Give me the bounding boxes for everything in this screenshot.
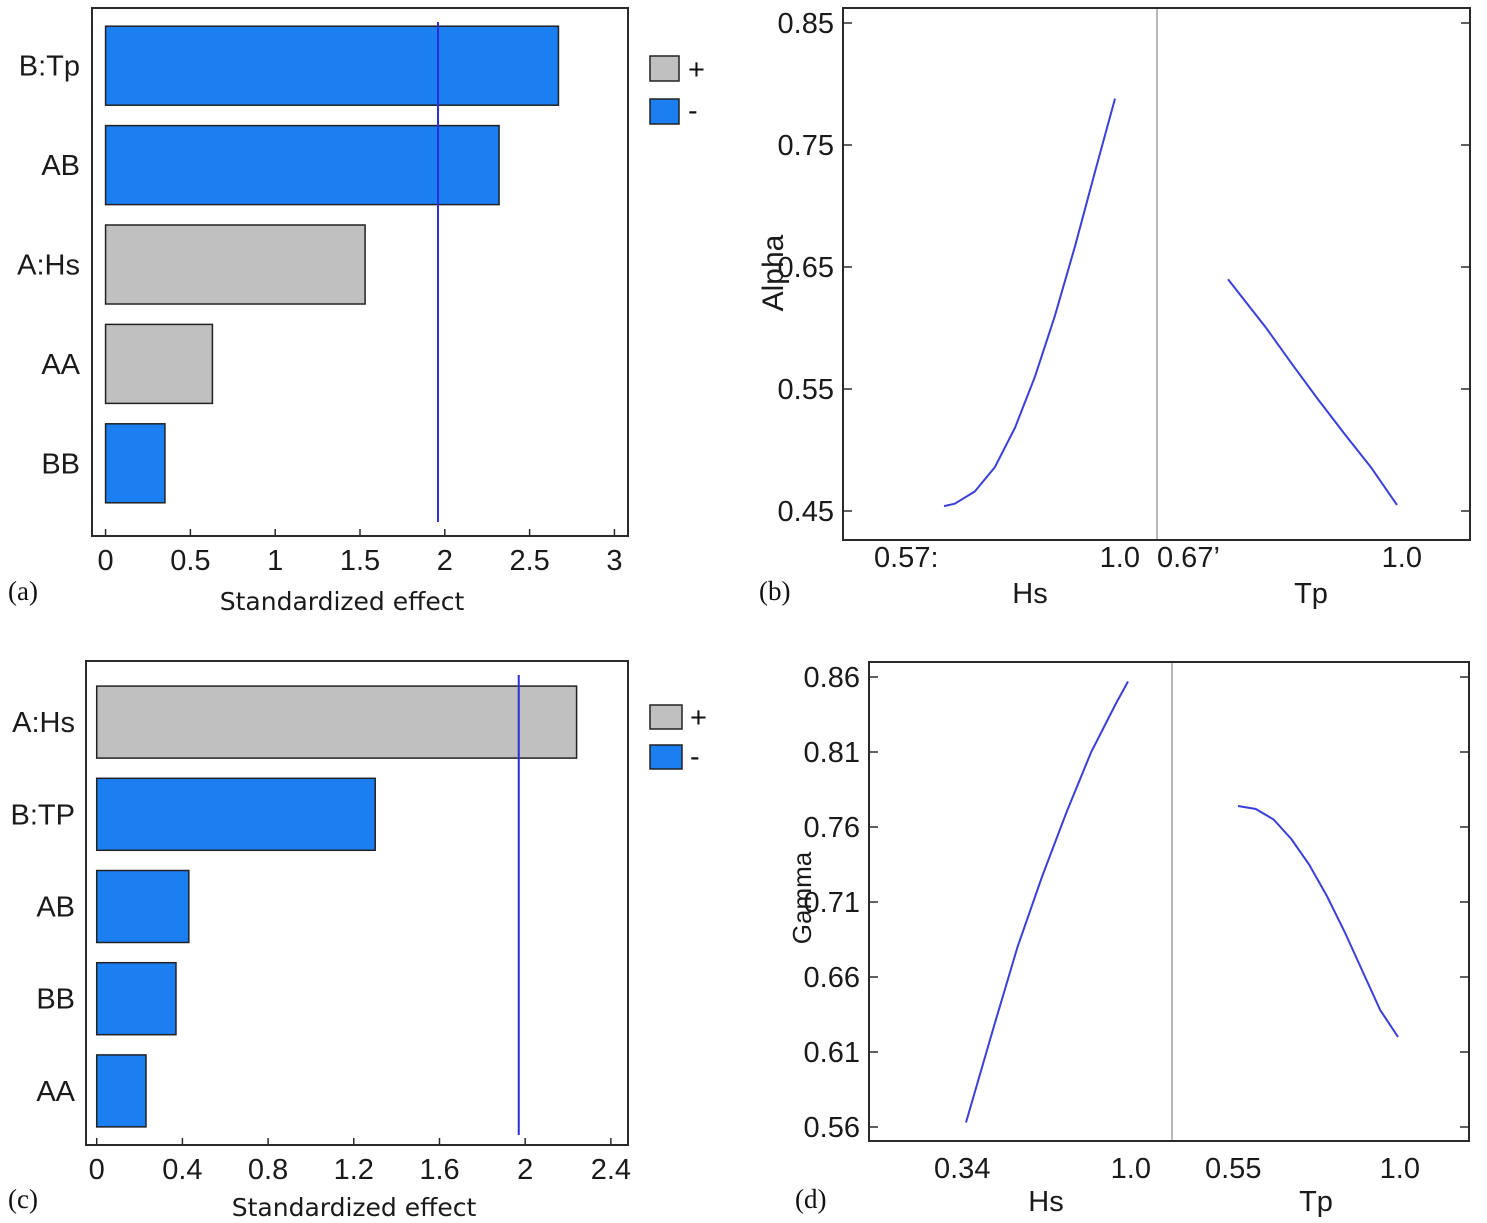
bar-ab <box>104 124 500 206</box>
factor-high-label: 1.0 <box>1111 1153 1151 1185</box>
panel-c-bars: A:Hs B:TP AB BB AA <box>11 675 578 1135</box>
x-tick-label: 0 <box>97 545 113 577</box>
x-tick-label: 1.5 <box>340 545 380 577</box>
panel-c-x-axis: 0 0.4 0.8 1.2 1.6 2 2.4 <box>89 1138 631 1186</box>
panel-b-y-title: Alpha <box>757 234 790 311</box>
factor-low-label: 0.55 <box>1205 1153 1261 1185</box>
factor-low-label: 0.67’ <box>1157 542 1220 574</box>
panel-d-y-axis: 0.56 0.61 0.66 0.71 0.76 0.81 0.86 <box>804 662 1469 1144</box>
bar-ab <box>95 869 190 944</box>
x-tick-label: 2.4 <box>591 1154 631 1186</box>
panel-a-pareto-chart: B:Tp AB A:Hs AA BB 0 0.5 1 1.5 2 2.5 3 Standardize… <box>8 7 705 616</box>
panel-c-pareto-chart: A:Hs B:TP AB BB AA 0 0.4 0.8 1.2 1.6 2 2.4 Standar… <box>8 660 707 1222</box>
bar-aa <box>104 323 214 405</box>
panel-b-frame <box>842 7 1471 541</box>
bar-label: BB <box>36 984 75 1016</box>
bar-a-hs <box>104 224 366 305</box>
factor-low-label: 0.57: <box>874 542 939 574</box>
panel-c-legend: + - <box>649 702 707 773</box>
effect-curve-hs <box>943 98 1116 508</box>
factor-name: Hs <box>1012 578 1047 610</box>
panel-b-x-axis: 0.57: 1.0 Hs 0.67’ 1.0 Tp <box>874 542 1422 610</box>
effect-curve-tp <box>1227 278 1398 506</box>
y-tick-label: 0.45 <box>778 496 834 528</box>
effect-curve-hs <box>965 681 1129 1123</box>
legend-plus-swatch <box>649 704 683 730</box>
factor-high-label: 1.0 <box>1380 1153 1420 1185</box>
x-tick-label: 0.4 <box>162 1154 202 1186</box>
effect-curve-tp <box>1237 805 1399 1038</box>
bar-label: A:Hs <box>17 250 80 282</box>
bar-bb <box>104 423 166 504</box>
factor-high-label: 1.0 <box>1382 542 1422 574</box>
bar-label: AB <box>36 892 75 924</box>
legend-minus-label: - <box>690 741 700 773</box>
x-tick-label: 2 <box>437 545 453 577</box>
y-tick-label: 0.81 <box>804 737 860 769</box>
bar-label: A:Hs <box>12 707 75 739</box>
x-tick-label: 1.2 <box>334 1154 374 1186</box>
x-tick-label: 0 <box>89 1154 105 1186</box>
y-tick-label: 0.86 <box>804 662 860 694</box>
x-tick-label: 1.6 <box>419 1154 459 1186</box>
x-tick-label: 0.5 <box>170 545 210 577</box>
panel-d-tag: (d) <box>795 1184 826 1214</box>
factor-name: Hs <box>1028 1186 1063 1218</box>
y-tick-label: 0.55 <box>778 374 834 406</box>
panel-d-x-axis: 0.34 1.0 Hs 0.55 1.0 Tp <box>934 1153 1420 1218</box>
y-tick-label: 0.56 <box>804 1112 860 1144</box>
y-tick-label: 0.65 <box>778 252 834 284</box>
x-tick-label: 2.5 <box>509 545 549 577</box>
panel-b-main-effects: 0.45 0.55 0.65 0.75 0.85 0.57: 1.0 Hs 0.67’ 1.0 T… <box>757 7 1471 610</box>
bar-a-hs <box>95 685 578 759</box>
x-tick-label: 0.8 <box>248 1154 288 1186</box>
bar-bb <box>95 961 177 1036</box>
legend-plus-label: + <box>690 702 707 734</box>
panel-d-y-title: Gamma <box>787 851 817 944</box>
panel-b-curves <box>943 98 1398 508</box>
legend-minus-label: - <box>688 95 698 127</box>
factor-high-label: 1.0 <box>1100 542 1140 574</box>
bar-aa <box>95 1054 147 1128</box>
panel-c-x-title: Standardized effect <box>232 1193 477 1222</box>
y-tick-label: 0.61 <box>804 1037 860 1069</box>
legend-plus-swatch <box>649 55 680 82</box>
y-tick-label: 0.76 <box>804 812 860 844</box>
bar-b-tp <box>104 25 560 106</box>
panel-c-frame <box>85 660 629 1146</box>
bar-label: B:TP <box>11 799 75 831</box>
x-tick-label: 2 <box>517 1154 533 1186</box>
panel-a-bars: B:Tp AB A:Hs AA BB <box>17 22 560 522</box>
panel-c-tag: (c) <box>8 1184 38 1214</box>
bar-label: B:Tp <box>19 51 80 83</box>
factor-name: Tp <box>1299 1186 1333 1218</box>
panel-d-frame <box>868 661 1470 1142</box>
legend-minus-swatch <box>649 744 683 770</box>
y-tick-label: 0.75 <box>778 130 834 162</box>
factor-low-label: 0.34 <box>934 1153 990 1185</box>
y-tick-label: 0.85 <box>778 8 834 40</box>
legend-plus-label: + <box>688 54 705 86</box>
x-tick-label: 1 <box>267 545 283 577</box>
bar-label: AA <box>41 349 80 381</box>
y-tick-label: 0.71 <box>804 887 860 919</box>
panel-b-tag: (b) <box>759 576 790 606</box>
x-tick-label: 3 <box>606 545 622 577</box>
legend-minus-swatch <box>649 98 680 125</box>
panel-d-curves <box>965 681 1399 1123</box>
panel-d-main-effects: 0.560.610.660.710.760.810.86 0.34 1.0Hs0.… <box>787 661 1470 1218</box>
panel-a-legend: + - <box>649 54 705 127</box>
bar-b-tp <box>95 777 376 852</box>
panel-a-tag: (a) <box>8 576 38 606</box>
bar-label: AA <box>36 1076 75 1108</box>
y-tick-label: 0.66 <box>804 962 860 994</box>
panel-a-x-title: Standardized effect <box>220 587 465 616</box>
bar-label: BB <box>41 448 80 480</box>
bar-label: AB <box>41 150 80 182</box>
factor-name: Tp <box>1294 578 1328 610</box>
panel-a-x-axis: 0 0.5 1 1.5 2 2.5 3 <box>97 529 623 577</box>
panel-b-y-axis: 0.45 0.55 0.65 0.75 0.85 <box>778 8 1470 528</box>
